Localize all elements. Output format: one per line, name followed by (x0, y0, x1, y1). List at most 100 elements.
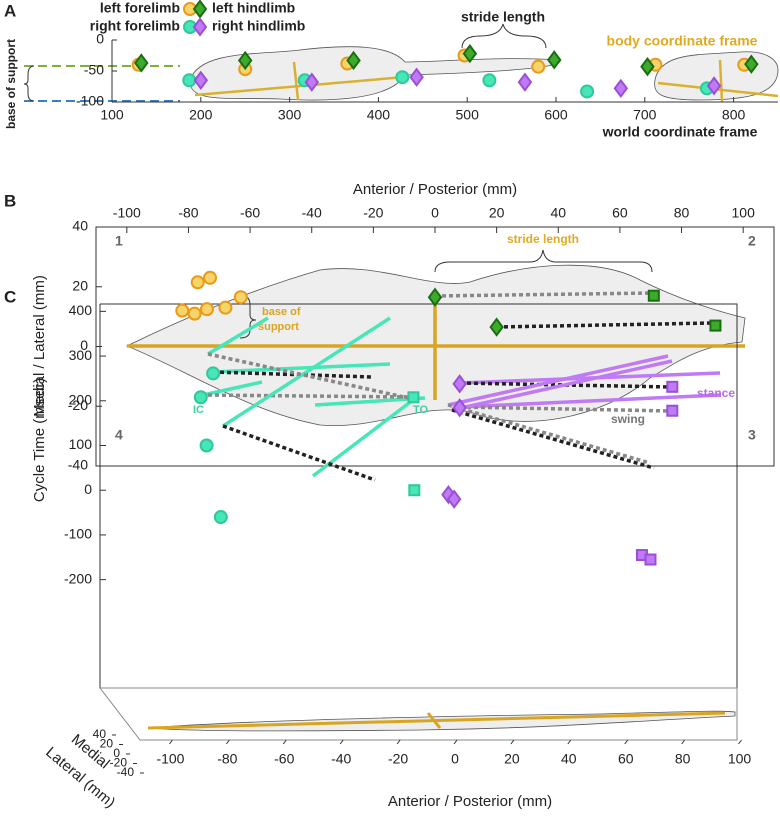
point (175, 303, 190, 318)
legend-label: right forelimb (90, 18, 180, 34)
z-tick-label: -40 (117, 765, 135, 779)
point (709, 319, 722, 332)
point (190, 275, 205, 290)
point (395, 70, 410, 85)
point (187, 306, 202, 321)
point (134, 53, 149, 73)
x-tick-label: 100 (728, 751, 752, 767)
x-tick-label: -60 (274, 751, 294, 767)
point (206, 366, 221, 381)
y-tick-label: 400 (69, 302, 93, 318)
point (233, 290, 248, 305)
x-tick (567, 739, 572, 745)
x-tick (624, 739, 629, 745)
x-tick-label: -80 (178, 205, 198, 221)
y-tick-label: 100 (69, 436, 93, 452)
x-tick-label: 20 (504, 751, 520, 767)
annotation: stance (697, 386, 735, 400)
swing (200, 393, 414, 399)
x-tick-label: -20 (388, 751, 408, 767)
point (193, 390, 208, 405)
x-axis-label: Anterior / Posterior (mm) (388, 793, 552, 810)
x-tick-label: 60 (618, 751, 634, 767)
stance (222, 316, 391, 428)
x-tick-label: 100 (732, 205, 756, 221)
legend-swatch (192, 0, 208, 19)
y-tick-label: 40 (72, 218, 88, 234)
body-axis (194, 75, 406, 97)
point (744, 54, 759, 74)
point (237, 50, 253, 71)
x-tick-label: 80 (674, 205, 690, 221)
quadrant-label: 3 (748, 427, 756, 443)
x-tick (510, 739, 515, 745)
x-tick-label: 800 (722, 107, 746, 123)
point (199, 302, 214, 317)
annotation: base of (262, 306, 301, 318)
annotation: TO (413, 404, 429, 416)
annotation: swing (611, 412, 645, 426)
point (193, 70, 209, 90)
quadrant-label: 4 (115, 427, 123, 443)
annotation: world coordinate frame (602, 124, 758, 140)
swing (212, 370, 373, 379)
x-tick (169, 739, 173, 745)
y-tick-label: -100 (64, 526, 92, 542)
annotation: base of support (4, 39, 18, 129)
point (613, 78, 629, 99)
x-tick (282, 739, 287, 745)
brace (23, 65, 35, 102)
box-floor (98, 687, 738, 741)
y-tick-label: 0 (84, 481, 92, 497)
x-tick-label: 40 (561, 751, 577, 767)
x-tick (738, 739, 742, 745)
swing (447, 403, 651, 465)
annotation: support (258, 321, 299, 333)
body-axis (147, 711, 726, 730)
point (409, 67, 424, 87)
limb-paths (207, 316, 673, 482)
x-tick-label: -100 (113, 205, 141, 221)
x-tick (681, 739, 686, 745)
point (452, 398, 467, 418)
x-tick-label: -60 (240, 205, 260, 221)
point (213, 510, 228, 525)
point (446, 489, 462, 509)
point (462, 43, 478, 64)
z-tick-label: 40 (93, 727, 107, 741)
point (218, 300, 233, 315)
x-tick-label: 0 (451, 751, 459, 767)
y-tick-label: 20 (72, 277, 88, 293)
point (517, 72, 533, 92)
point (203, 270, 218, 285)
x-tick-label: -80 (217, 751, 237, 767)
box-edge (100, 303, 738, 702)
point (427, 287, 443, 307)
x-tick (339, 739, 344, 745)
annotation: body coordinate frame (607, 33, 758, 49)
point (580, 84, 595, 99)
panel-c-decor (98, 303, 738, 741)
panel-label: B (4, 191, 16, 210)
point (546, 50, 562, 70)
annotation: stride length (507, 232, 579, 246)
point (407, 391, 420, 404)
body-axis (718, 59, 724, 103)
point (304, 72, 320, 92)
point (182, 73, 197, 88)
z-tick-label: 20 (100, 737, 114, 751)
point (647, 289, 660, 302)
stance (459, 393, 721, 409)
stance (207, 316, 269, 356)
x-tick-label: 300 (278, 107, 302, 123)
brace (239, 294, 257, 339)
brace (434, 249, 653, 273)
body-axis (292, 61, 300, 101)
y-tick-label: 0 (96, 31, 104, 47)
point (531, 59, 546, 74)
x-tick-label: 40 (550, 205, 566, 221)
point (452, 374, 467, 394)
x-tick (225, 739, 230, 745)
x-tick-label: 60 (612, 205, 628, 221)
